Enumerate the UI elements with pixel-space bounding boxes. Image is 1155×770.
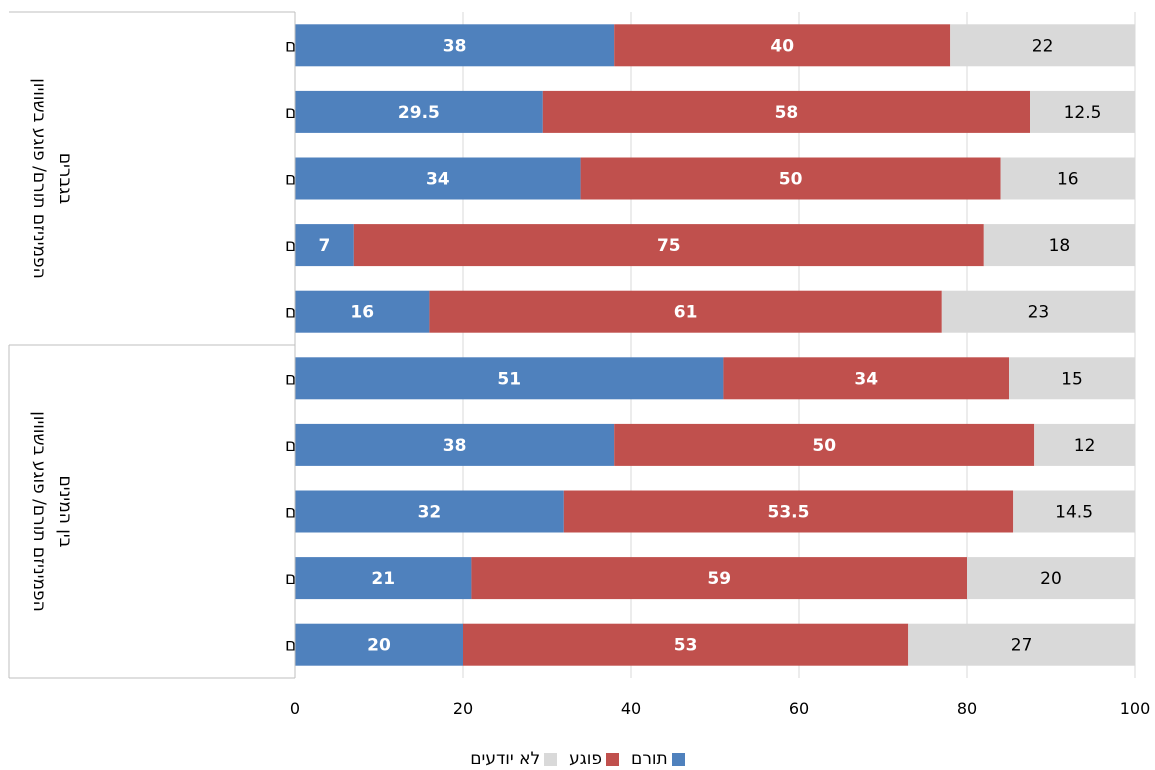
bar-segment [580, 157, 1001, 200]
bar-segment [542, 90, 1030, 133]
legend-item: פוגע [569, 749, 620, 769]
data-label: 22 [1032, 36, 1054, 56]
data-label: 50 [779, 170, 803, 190]
data-label: 16 [1057, 170, 1079, 190]
bar-segment [983, 224, 1135, 267]
data-label: 27 [1011, 636, 1033, 656]
data-label: 75 [657, 236, 681, 256]
bar-segment [353, 224, 984, 267]
x-tick-label: 40 [621, 699, 641, 718]
data-label: 51 [497, 369, 521, 389]
bar-segment [723, 357, 1009, 400]
bar-segment [295, 557, 472, 600]
data-label: 29.5 [398, 103, 440, 123]
group-label: הפמיניזם תורם/ פוגע בשוויון בגברים [29, 78, 75, 279]
data-label: 58 [775, 103, 799, 123]
data-label: 18 [1049, 236, 1071, 256]
x-tick-label: 100 [1120, 699, 1151, 718]
bar-segment [908, 623, 1135, 666]
bar-segment [295, 224, 354, 267]
data-label: 15 [1061, 369, 1083, 389]
data-label: 23 [1028, 303, 1050, 323]
x-tick-label: 20 [453, 699, 473, 718]
bar-segment [563, 490, 1014, 533]
bar-segment [1013, 490, 1135, 533]
bar-segment [614, 423, 1035, 466]
data-label: 34 [426, 170, 450, 190]
bar-segment [967, 557, 1135, 600]
bar-segment [950, 24, 1135, 67]
bar-segment [471, 557, 967, 600]
bar-segment [1000, 157, 1135, 200]
bar-segment [614, 24, 951, 67]
data-label: 53 [674, 636, 698, 656]
bar-segment [1030, 90, 1135, 133]
legend-label: תורם [631, 749, 668, 769]
data-label: 20 [1040, 569, 1062, 589]
bar-segment [941, 290, 1135, 333]
bar-segment [295, 90, 543, 133]
legend-swatch [671, 752, 685, 766]
legend-label: פוגע [569, 749, 603, 769]
data-label: 40 [770, 36, 794, 56]
legend-swatch [544, 752, 558, 766]
bar-segment [295, 357, 724, 400]
bar-segment [295, 157, 581, 200]
data-label: 38 [443, 36, 467, 56]
legend-swatch [606, 752, 620, 766]
bar-segment [295, 290, 430, 333]
data-label: 21 [371, 569, 395, 589]
data-label: 50 [812, 436, 836, 456]
data-label: 61 [674, 303, 698, 323]
bar-segment [295, 490, 564, 533]
data-label: 7 [318, 236, 330, 256]
data-label: 53.5 [768, 503, 810, 523]
data-label: 32 [418, 503, 442, 523]
bar-segment [1009, 357, 1135, 400]
legend-label: לא יודעים [470, 749, 541, 769]
x-tick-label: 0 [290, 699, 300, 718]
group-label: הפמיניזם תורם/ פוגע בשוויון בין המינים [29, 411, 75, 612]
data-label: 38 [443, 436, 467, 456]
bar-segment [295, 423, 615, 466]
data-label: 59 [707, 569, 731, 589]
data-label: 34 [854, 369, 878, 389]
bar-segment [295, 623, 463, 666]
x-tick-label: 60 [789, 699, 809, 718]
bar-segment [429, 290, 942, 333]
x-tick-label: 80 [957, 699, 977, 718]
bar-segment [295, 24, 615, 67]
data-label: 20 [367, 636, 391, 656]
legend-item: תורם [631, 749, 685, 769]
bar-segment [463, 623, 909, 666]
data-label: 12 [1074, 436, 1096, 456]
chart-legend: לא יודעים פוגע תורם [0, 748, 1155, 770]
legend-item: לא יודעים [470, 749, 558, 769]
data-label: 12.5 [1064, 103, 1102, 123]
data-label: 14.5 [1055, 503, 1093, 523]
data-label: 16 [350, 303, 374, 323]
bar-segment [1034, 423, 1135, 466]
